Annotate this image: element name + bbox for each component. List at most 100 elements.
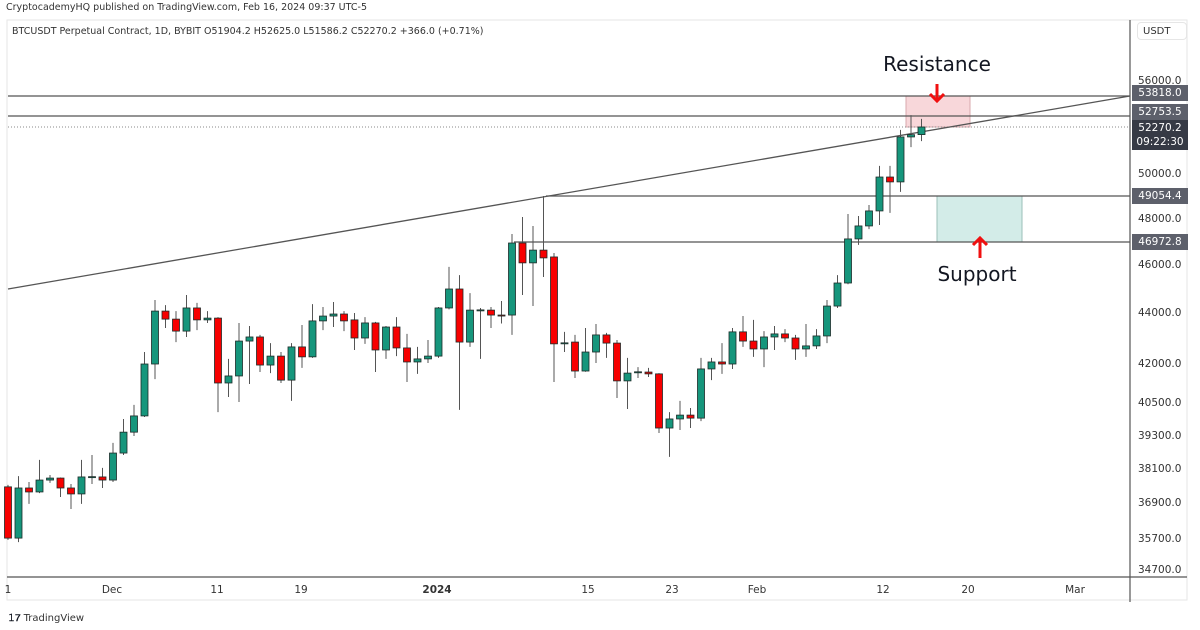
candle-body <box>329 313 338 317</box>
candle-body <box>728 331 737 365</box>
price-tick-label: 35700.0 <box>1138 533 1182 545</box>
candle <box>686 407 695 429</box>
price-tick-label: 46000.0 <box>1138 259 1182 271</box>
price-tick-label: 56000.0 <box>1138 75 1182 87</box>
candle-body <box>560 342 569 345</box>
candle <box>403 333 411 382</box>
candle-body <box>350 319 359 339</box>
candle-body <box>214 317 222 384</box>
candle <box>4 484 12 540</box>
candle <box>340 311 348 332</box>
candle-body <box>833 282 842 307</box>
candle <box>707 357 716 381</box>
candle <box>119 418 128 455</box>
time-tick-label: 12 <box>876 584 890 596</box>
chart-frame <box>6 19 1188 601</box>
candle-body <box>266 355 275 366</box>
candle <box>518 217 527 295</box>
candle-body <box>665 418 674 429</box>
candle <box>623 357 632 410</box>
footer: 𝟷𝟩 TradingView <box>8 611 84 625</box>
candle-body <box>424 355 432 360</box>
price-tick-label: 44000.0 <box>1138 307 1182 319</box>
candle <box>392 317 401 357</box>
candle <box>655 373 663 433</box>
candle <box>865 205 873 230</box>
candle-body <box>581 351 590 372</box>
candle-body <box>46 477 54 481</box>
candle <box>728 328 737 369</box>
candle <box>25 482 33 504</box>
last-price-value: 52270.2 <box>1138 122 1182 134</box>
publisher-line: CryptocademyHQ published on TradingView.… <box>6 2 367 13</box>
time-tick-label: Mar <box>1065 584 1085 596</box>
symbol-legend: BTCUSDT Perpetual Contract, 1D, BYBIT O5… <box>12 26 484 37</box>
support-zone <box>936 195 1023 243</box>
currency-selector[interactable]: USDT <box>1137 22 1187 40</box>
candle-body <box>371 322 380 351</box>
candle <box>424 340 432 363</box>
candle-body <box>655 373 663 429</box>
candle <box>361 317 369 344</box>
support-label: Support <box>937 262 1017 286</box>
candle <box>581 328 590 372</box>
candle-body <box>592 334 600 353</box>
bar-countdown: 09:22:30 <box>1136 136 1184 148</box>
candle-body <box>119 431 128 454</box>
candle-body <box>35 479 44 493</box>
candle-body <box>487 309 495 316</box>
candle <box>886 165 894 213</box>
candle <box>56 477 65 498</box>
candle-body <box>896 136 905 183</box>
candle-body <box>235 340 243 377</box>
time-tick-label: 11 <box>210 584 224 596</box>
arrow-down-icon <box>928 84 946 104</box>
candle <box>571 334 579 379</box>
candle-body <box>697 368 705 419</box>
time-tick-label: 15 <box>581 584 595 596</box>
time-tick-label: 20 <box>961 584 975 596</box>
ascending-trendline <box>7 95 1131 290</box>
candle-body <box>182 307 191 332</box>
candle-body <box>707 361 716 370</box>
price-tick-label: 36900.0 <box>1138 497 1182 509</box>
candle-body <box>151 310 159 365</box>
candle <box>844 213 852 285</box>
arrow-up-icon <box>971 235 989 258</box>
time-tick-label: 19 <box>294 584 308 596</box>
candle <box>749 319 758 357</box>
candle <box>319 307 327 331</box>
candle-body <box>382 326 390 351</box>
candle <box>172 311 180 343</box>
price-tick-label: 42000.0 <box>1138 358 1182 370</box>
price-tick-label: 50000.0 <box>1138 168 1182 180</box>
candle <box>508 234 516 335</box>
candle-body <box>224 375 233 384</box>
candle <box>35 459 44 494</box>
candle <box>224 358 233 398</box>
candle <box>760 331 768 368</box>
candle-body <box>88 476 96 479</box>
candle <box>151 300 159 380</box>
candle-body <box>476 309 485 312</box>
candle-body <box>718 361 726 365</box>
candle-body <box>392 326 401 349</box>
candle-body <box>403 347 411 363</box>
price-tick-label: 34700.0 <box>1138 564 1182 576</box>
candle <box>14 476 23 543</box>
candle <box>161 305 170 329</box>
candle <box>466 293 474 347</box>
time-tick-label: Dec <box>101 584 123 596</box>
candle-body <box>140 363 149 417</box>
price-tick-label: 39300.0 <box>1138 430 1182 442</box>
candle <box>550 252 558 382</box>
candle-body <box>14 487 23 539</box>
candle-body <box>539 249 548 259</box>
candle-body <box>413 358 422 363</box>
candle <box>613 340 621 399</box>
time-tick-label: 1 <box>4 584 12 596</box>
candle-body <box>4 486 12 539</box>
price-tick-label: 40500.0 <box>1138 397 1182 409</box>
candle-body <box>298 346 306 358</box>
